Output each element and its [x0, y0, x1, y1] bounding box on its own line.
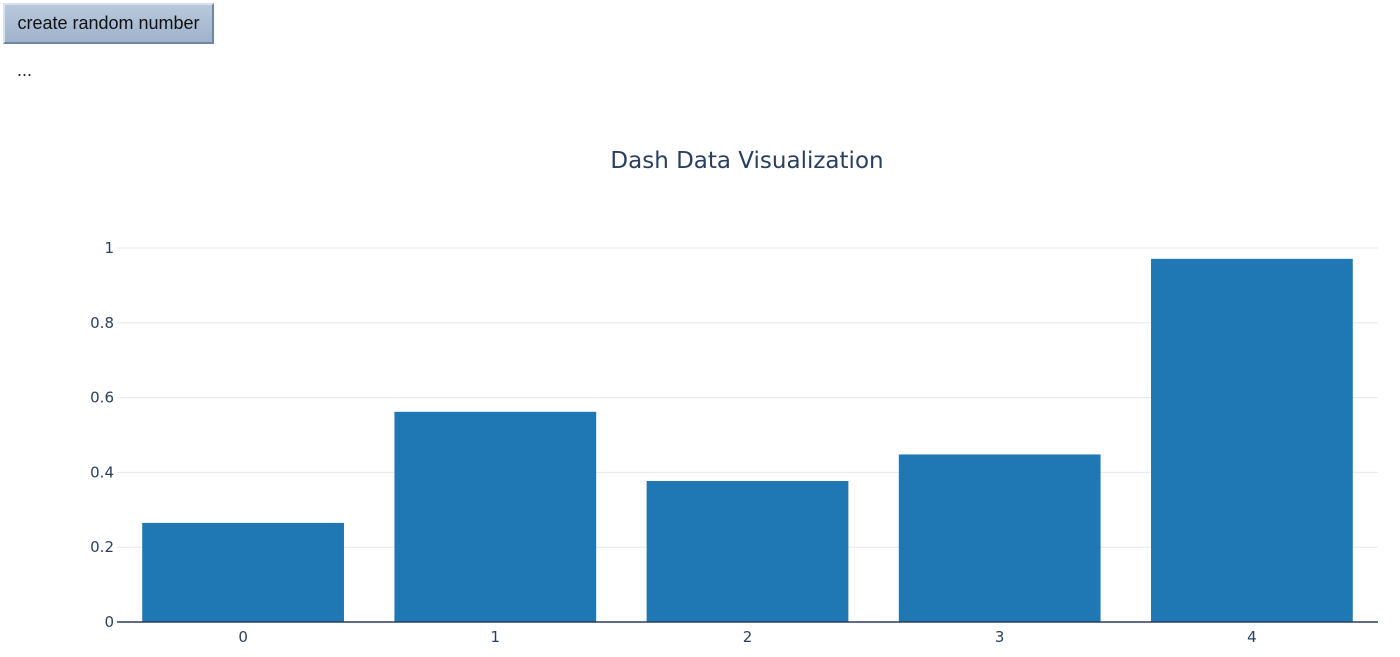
y-tick-label: 0.8: [90, 314, 114, 332]
x-tick-label: 1: [491, 628, 501, 646]
bar-3[interactable]: [898, 454, 1101, 622]
bar-chart: Dash Data Visualization 0 0.2 0.4 0.6 0.8 1 0…: [90, 148, 1378, 646]
bar-2[interactable]: [646, 481, 849, 622]
y-tick-label: 0.2: [90, 538, 114, 556]
y-tick-label: 1: [104, 239, 114, 257]
chart-title: Dash Data Visualization: [610, 148, 883, 174]
y-axis-ticks: 0 0.2 0.4 0.6 0.8 1: [90, 239, 114, 631]
x-tick-label: 0: [238, 628, 248, 646]
bar-4[interactable]: [1151, 258, 1353, 622]
x-tick-label: 3: [995, 628, 1005, 646]
create-random-number-button[interactable]: create random number: [3, 3, 214, 44]
y-tick-label: 0.4: [90, 463, 114, 481]
y-tick-label: 0: [104, 613, 114, 631]
bar-1[interactable]: [394, 411, 597, 622]
x-axis-ticks: 0 1 2 3 4: [238, 628, 1256, 646]
status-text: ...: [17, 60, 33, 80]
bar-0[interactable]: [142, 522, 344, 622]
x-tick-label: 2: [743, 628, 753, 646]
bars: [142, 258, 1353, 622]
y-tick-label: 0.6: [90, 389, 114, 407]
x-tick-label: 4: [1247, 628, 1257, 646]
